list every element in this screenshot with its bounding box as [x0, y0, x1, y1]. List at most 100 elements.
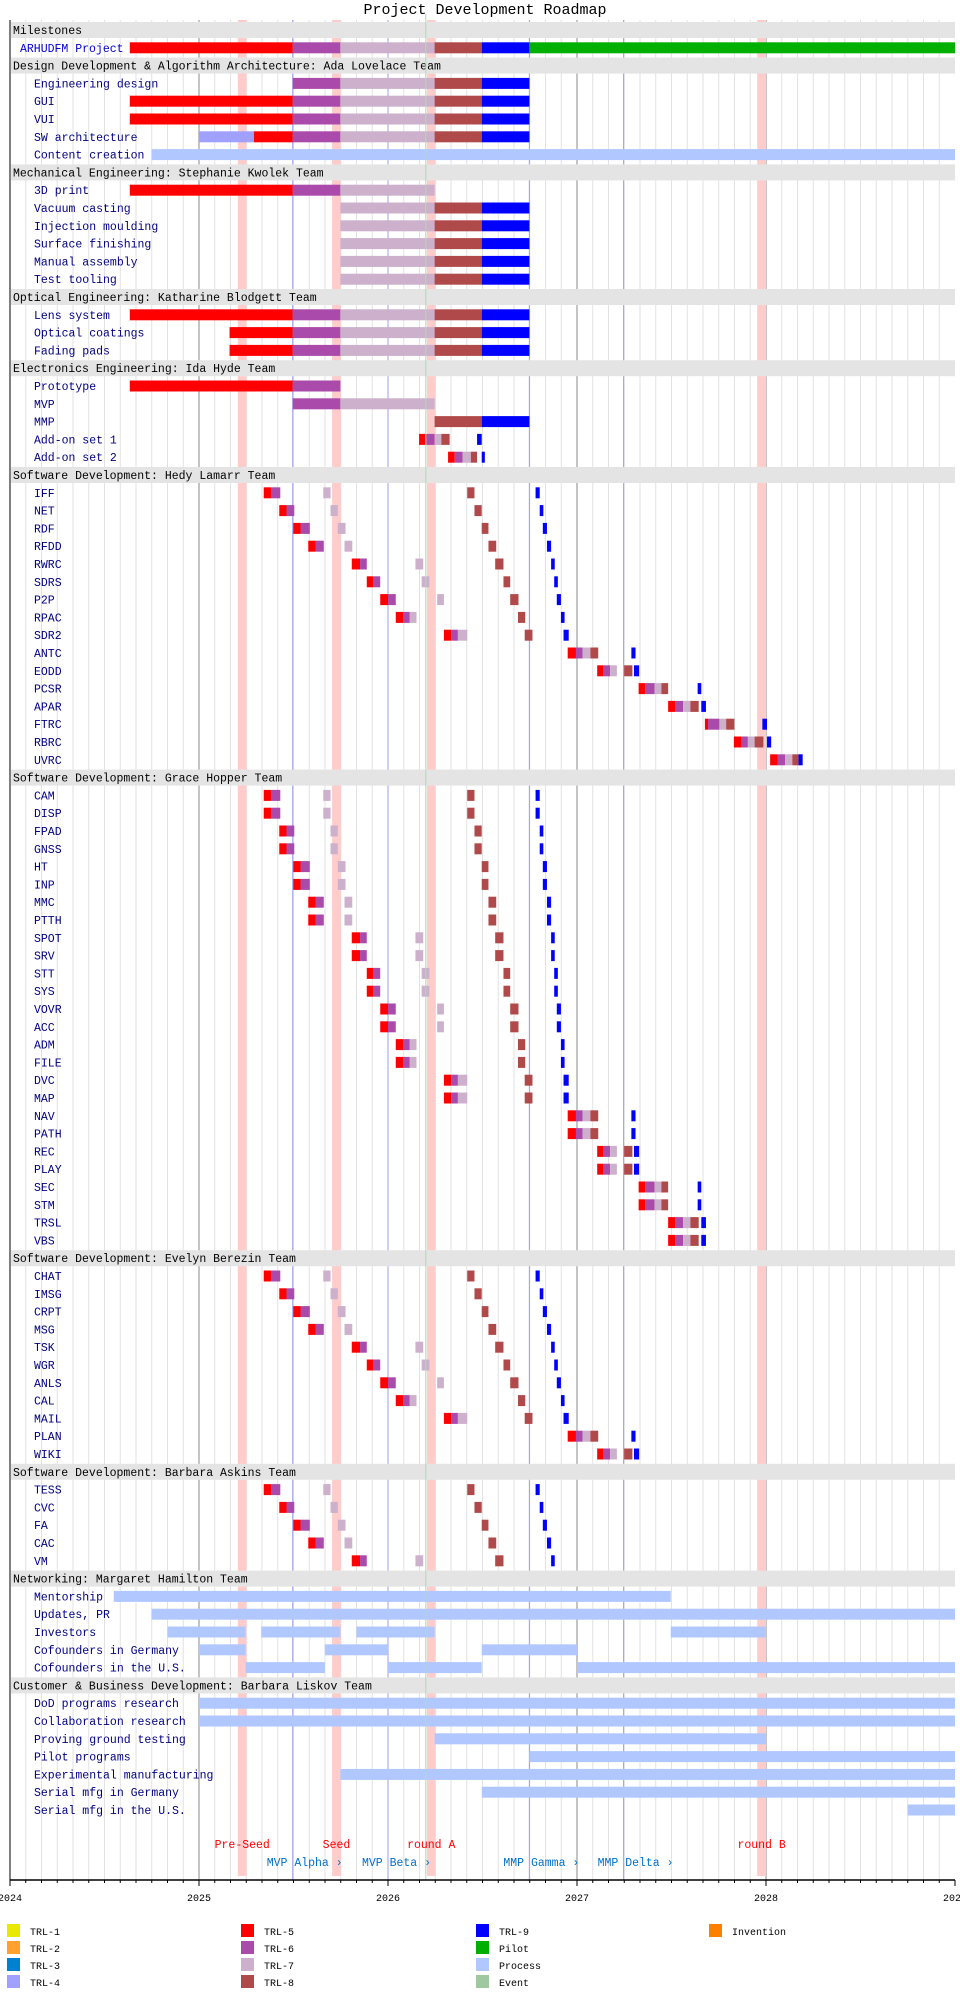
- bar-segment-trl-9: [762, 718, 768, 730]
- bar-segment-trl-8: [661, 683, 669, 695]
- bar-segment-trl-6: [315, 1323, 324, 1335]
- bar-segment-trl-8: [661, 1181, 669, 1193]
- bar-segment-trl-5: [351, 558, 361, 570]
- task-label: SRV: [34, 951, 55, 964]
- bar-segment-trl-9: [798, 754, 803, 766]
- bar-segment-trl-9: [560, 1056, 565, 1068]
- bar-segment-process: [199, 1697, 955, 1709]
- group-header-title: Design Development & Algorithm Architect…: [13, 61, 441, 74]
- bar-segment-trl-6: [388, 1021, 396, 1033]
- bar-segment-trl-9: [697, 1199, 702, 1211]
- task-label: STT: [34, 968, 55, 981]
- bar-segment-trl-6: [292, 42, 341, 54]
- bar-segment-trl-9: [631, 1110, 636, 1122]
- milestone-label-text: MVP Alpha: [267, 1857, 329, 1870]
- bar-segment-trl-5: [395, 1395, 404, 1407]
- task-label: Serial mfg in Germany: [34, 1787, 179, 1800]
- bar-segment-trl-5: [229, 344, 293, 356]
- bar-segment-trl-8: [690, 1234, 699, 1246]
- bar-segment-trl-6: [403, 1395, 410, 1407]
- bar-segment-process: [577, 1662, 955, 1674]
- bar-segment-trl-6: [777, 754, 786, 766]
- task-label: RPAC: [34, 612, 62, 625]
- legend-swatch: [241, 1958, 254, 1971]
- bar-segment-trl-9: [539, 505, 544, 517]
- bar-segment-trl-9: [563, 629, 569, 641]
- bar-segment-trl-6: [300, 878, 310, 890]
- task-label: MAP: [34, 1093, 55, 1106]
- bar-segment-trl-6: [286, 1288, 295, 1300]
- bar-segment-process: [434, 1733, 766, 1745]
- task-label: INP: [34, 879, 55, 892]
- bar-segment-trl-8: [481, 861, 489, 873]
- task-label: RBRC: [34, 737, 62, 750]
- bar-segment-trl-9: [551, 1341, 555, 1353]
- milestone-label-text: MVP Beta: [362, 1857, 417, 1870]
- bar-segment-trl-7: [610, 665, 617, 677]
- bar-segment-trl-6: [360, 558, 367, 570]
- bar-segment-trl-7: [415, 932, 424, 944]
- bar-segment-trl-8: [624, 665, 633, 677]
- bar-segment-trl-8: [434, 95, 482, 107]
- bar-segment-trl-9: [701, 700, 706, 712]
- x-tick-label: 2028: [754, 1894, 778, 1905]
- bar-segment-trl-6: [451, 629, 458, 641]
- bar-segment-trl-9: [556, 1377, 561, 1389]
- task-label: Prototype: [34, 381, 96, 394]
- task-label: DoD programs research: [34, 1698, 179, 1711]
- chevron-right-icon: ›: [329, 1857, 343, 1870]
- bar-segment-trl-9: [481, 238, 530, 250]
- group-header-band: [11, 467, 955, 483]
- legend-swatch: [476, 1975, 489, 1988]
- bar-segment-trl-5: [448, 451, 455, 463]
- bar-segment-process: [340, 1768, 955, 1780]
- bar-segment-trl-9: [535, 789, 540, 801]
- bar-segment-trl-9: [631, 1430, 636, 1442]
- bar-segment-trl-9: [481, 416, 530, 428]
- bar-segment-trl-6: [575, 1110, 583, 1122]
- bar-segment-trl-5: [263, 1484, 271, 1496]
- bar-segment-trl-6: [315, 540, 324, 552]
- bar-segment-trl-7: [610, 1448, 617, 1460]
- bar-segment-trl-5: [380, 1377, 388, 1389]
- bar-segment-trl-9: [546, 896, 552, 908]
- bar-segment-trl-7: [582, 1128, 591, 1140]
- task-label: EODD: [34, 666, 62, 679]
- bar-segment-trl-7: [409, 611, 417, 623]
- bar-segment-trl-5: [129, 309, 293, 321]
- bar-segment-trl-7: [683, 1217, 691, 1229]
- bar-segment-trl-9: [481, 327, 530, 339]
- bar-segment-trl-7: [340, 238, 435, 250]
- task-label: Fading pads: [34, 345, 110, 358]
- bar-segment-trl-7: [462, 451, 471, 463]
- task-label: MAIL: [34, 1413, 62, 1426]
- bar-segment-trl-7: [610, 1145, 617, 1157]
- chevron-right-icon: ›: [565, 1857, 579, 1870]
- bar-segment-trl-6: [451, 1412, 458, 1424]
- bar-segment-trl-6: [575, 647, 583, 659]
- bar-segment-trl-5: [638, 1199, 646, 1211]
- group-header-band: [11, 289, 955, 305]
- bar-segment-trl-8: [624, 1145, 633, 1157]
- bar-segment-trl-5: [380, 1003, 388, 1015]
- task-label: Cofounders in Germany: [34, 1645, 179, 1658]
- legend-label: Event: [499, 1979, 529, 1990]
- task-label: Serial mfg in the U.S.: [34, 1805, 186, 1818]
- bar-segment-trl-6: [292, 344, 341, 356]
- bar-segment-trl-6: [360, 932, 367, 944]
- funding-band: [237, 20, 247, 1876]
- bar-segment-trl-8: [495, 558, 504, 570]
- bar-segment-trl-5: [308, 540, 316, 552]
- bar-segment-trl-5: [395, 1039, 404, 1051]
- task-bars: [113, 42, 955, 1816]
- task-label: SEC: [34, 1182, 55, 1195]
- bar-segment-trl-8: [792, 754, 799, 766]
- bar-segment-trl-5: [351, 932, 361, 944]
- bar-segment-trl-6: [292, 77, 341, 89]
- task-label: VM: [34, 1556, 48, 1569]
- bar-segment-trl-6: [645, 1199, 655, 1211]
- bar-segment-trl-5: [263, 487, 271, 499]
- bar-segment-trl-8: [441, 433, 450, 445]
- funding-event-bands: [237, 20, 766, 1876]
- bar-segment-trl-9: [481, 344, 530, 356]
